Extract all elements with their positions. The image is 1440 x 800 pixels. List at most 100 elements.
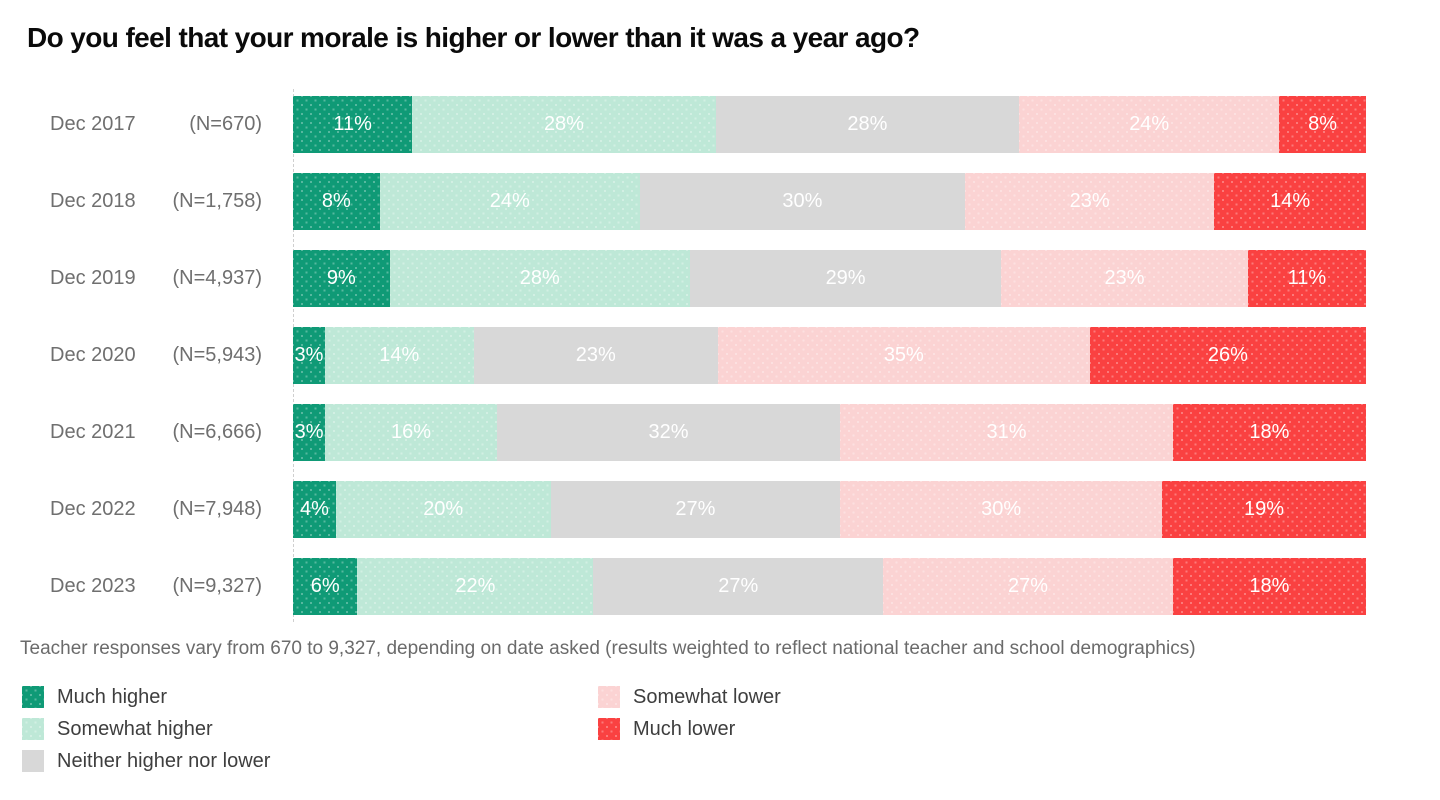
bar-value-label: 22% (455, 575, 496, 597)
bar-segment-much-higher: 6% (293, 558, 358, 615)
legend-item-somewhat-lower: Somewhat lower (598, 681, 781, 713)
bar-segment-somewhat-higher: 28% (389, 250, 690, 307)
bar-value-label: 31% (986, 421, 1027, 443)
legend-swatch-icon (22, 750, 44, 772)
bar-value-label: 18% (1249, 575, 1290, 597)
bar-value-label: 3% (294, 421, 324, 443)
bar-value-label: 27% (675, 498, 716, 520)
bar-dec-2019: 9% 28% 29% 23% 11% (293, 250, 1366, 307)
bar-segment-somewhat-lower: 35% (717, 327, 1090, 384)
chart-legend: Much higher Somewhat higher Neither higher… (22, 681, 781, 777)
bar-value-label: 23% (1069, 190, 1110, 212)
bar-segment-somewhat-higher: 16% (325, 404, 497, 461)
bar-segment-much-higher: 4% (293, 481, 336, 538)
chart-row-dec-2019: Dec 2019 (N=4,937) 9% 28% 29% 23% 11% (0, 250, 1440, 307)
bar-value-label: 23% (1104, 267, 1145, 289)
bar-segment-somewhat-lower: 30% (840, 481, 1163, 538)
bar-value-label: 27% (1007, 575, 1048, 597)
bar-value-label: 27% (718, 575, 759, 597)
bar-segment-somewhat-lower: 23% (1001, 250, 1248, 307)
row-labels: Dec 2023 (N=9,327) (0, 558, 293, 615)
bar-value-label: 32% (648, 421, 689, 443)
category-label: Dec 2017 (50, 113, 136, 135)
bar-dec-2021: 3% 16% 32% 31% 18% (293, 404, 1366, 461)
bar-value-label: 20% (423, 498, 464, 520)
bar-segment-much-higher: 3% (293, 327, 325, 384)
bar-value-label: 18% (1249, 421, 1290, 443)
row-labels: Dec 2017 (N=670) (0, 96, 293, 153)
bar-segment-neither-higher-nor-lower: 30% (639, 173, 965, 230)
bar-value-label: 9% (326, 267, 356, 289)
sample-size-label: (N=9,327) (172, 575, 263, 597)
bar-value-label: 6% (310, 575, 340, 597)
sample-size-label: (N=1,758) (172, 190, 263, 212)
bar-value-label: 11% (333, 113, 372, 135)
chart-row-dec-2018: Dec 2018 (N=1,758) 8% 24% 30% 23% 14% (0, 173, 1440, 230)
bar-segment-somewhat-higher: 22% (357, 558, 594, 615)
bar-value-label: 28% (519, 267, 560, 289)
bar-segment-somewhat-lower: 31% (840, 404, 1173, 461)
bar-segment-neither-higher-nor-lower: 32% (496, 404, 841, 461)
bar-value-label: 8% (1308, 113, 1338, 135)
row-labels: Dec 2022 (N=7,948) (0, 481, 293, 538)
legend-label: Much lower (633, 717, 736, 740)
bar-segment-somewhat-higher: 24% (379, 173, 640, 230)
bar-segment-much-lower: 8% (1279, 96, 1366, 153)
category-label: Dec 2022 (50, 498, 136, 520)
bar-segment-much-lower: 26% (1089, 327, 1366, 384)
legend-label: Somewhat higher (57, 717, 213, 740)
bar-value-label: 14% (1270, 190, 1311, 212)
bar-value-label: 30% (782, 190, 823, 212)
legend-label: Neither higher nor lower (57, 749, 271, 772)
bar-segment-somewhat-lower: 27% (883, 558, 1173, 615)
bar-segment-neither-higher-nor-lower: 28% (715, 96, 1020, 153)
stacked-bar-chart: Dec 2017 (N=670) 11% 28% 28% 24% 8% Dec 2018 (N=… (0, 89, 1440, 635)
bar-value-label: 4% (300, 498, 329, 520)
row-labels: Dec 2019 (N=4,937) (0, 250, 293, 307)
legend-item-much-lower: Much lower (598, 713, 781, 745)
bar-segment-much-lower: 18% (1172, 404, 1366, 461)
bar-value-label: 28% (543, 113, 584, 135)
bar-value-label: 19% (1244, 498, 1285, 520)
chart-row-dec-2021: Dec 2021 (N=6,666) 3% 16% 32% 31% 18% (0, 404, 1440, 461)
bar-value-label: 8% (321, 190, 351, 212)
category-label: Dec 2023 (50, 575, 136, 597)
bar-value-label: 23% (575, 344, 616, 366)
category-label: Dec 2018 (50, 190, 136, 212)
sample-size-label: (N=7,948) (172, 498, 263, 520)
legend-item-somewhat-higher: Somewhat higher (22, 713, 598, 745)
sample-size-label: (N=5,943) (172, 344, 263, 366)
chart-rows: Dec 2017 (N=670) 11% 28% 28% 24% 8% Dec 2018 (N=… (0, 96, 1440, 615)
bar-dec-2020: 3% 14% 23% 35% 26% (293, 327, 1366, 384)
sample-size-label: (N=6,666) (172, 421, 263, 443)
bar-value-label: 26% (1207, 344, 1248, 366)
bar-segment-much-lower: 11% (1247, 250, 1366, 307)
sample-size-label: (N=670) (189, 113, 262, 135)
chart-row-dec-2017: Dec 2017 (N=670) 11% 28% 28% 24% 8% (0, 96, 1440, 153)
legend-swatch-icon (22, 718, 44, 740)
bar-segment-neither-higher-nor-lower: 27% (550, 481, 841, 538)
bar-dec-2017: 11% 28% 28% 24% 8% (293, 96, 1366, 153)
bar-segment-neither-higher-nor-lower: 23% (473, 327, 718, 384)
legend-column: Somewhat lower Much lower (598, 681, 781, 777)
bar-segment-somewhat-higher: 20% (335, 481, 551, 538)
bar-segment-neither-higher-nor-lower: 29% (690, 250, 1002, 307)
sample-size-label: (N=4,937) (172, 267, 263, 289)
bar-segment-much-higher: 9% (293, 250, 390, 307)
row-labels: Dec 2020 (N=5,943) (0, 327, 293, 384)
legend-swatch-icon (598, 686, 620, 708)
bar-segment-much-lower: 18% (1172, 558, 1366, 615)
chart-row-dec-2020: Dec 2020 (N=5,943) 3% 14% 23% 35% 26% (0, 327, 1440, 384)
bar-segment-much-higher: 3% (293, 404, 326, 461)
bar-dec-2023: 6% 22% 27% 27% 18% (293, 558, 1366, 615)
bar-segment-neither-higher-nor-lower: 27% (593, 558, 884, 615)
bar-segment-somewhat-higher: 14% (324, 327, 474, 384)
bar-segment-much-lower: 19% (1162, 481, 1366, 538)
legend-item-much-higher: Much higher (22, 681, 598, 713)
bar-value-label: 11% (1287, 267, 1327, 289)
legend-label: Much higher (57, 685, 168, 708)
bar-value-label: 14% (379, 344, 420, 366)
bar-value-label: 24% (1129, 113, 1170, 135)
chart-title: Do you feel that your morale is higher o… (27, 22, 920, 53)
bar-value-label: 30% (981, 498, 1022, 520)
